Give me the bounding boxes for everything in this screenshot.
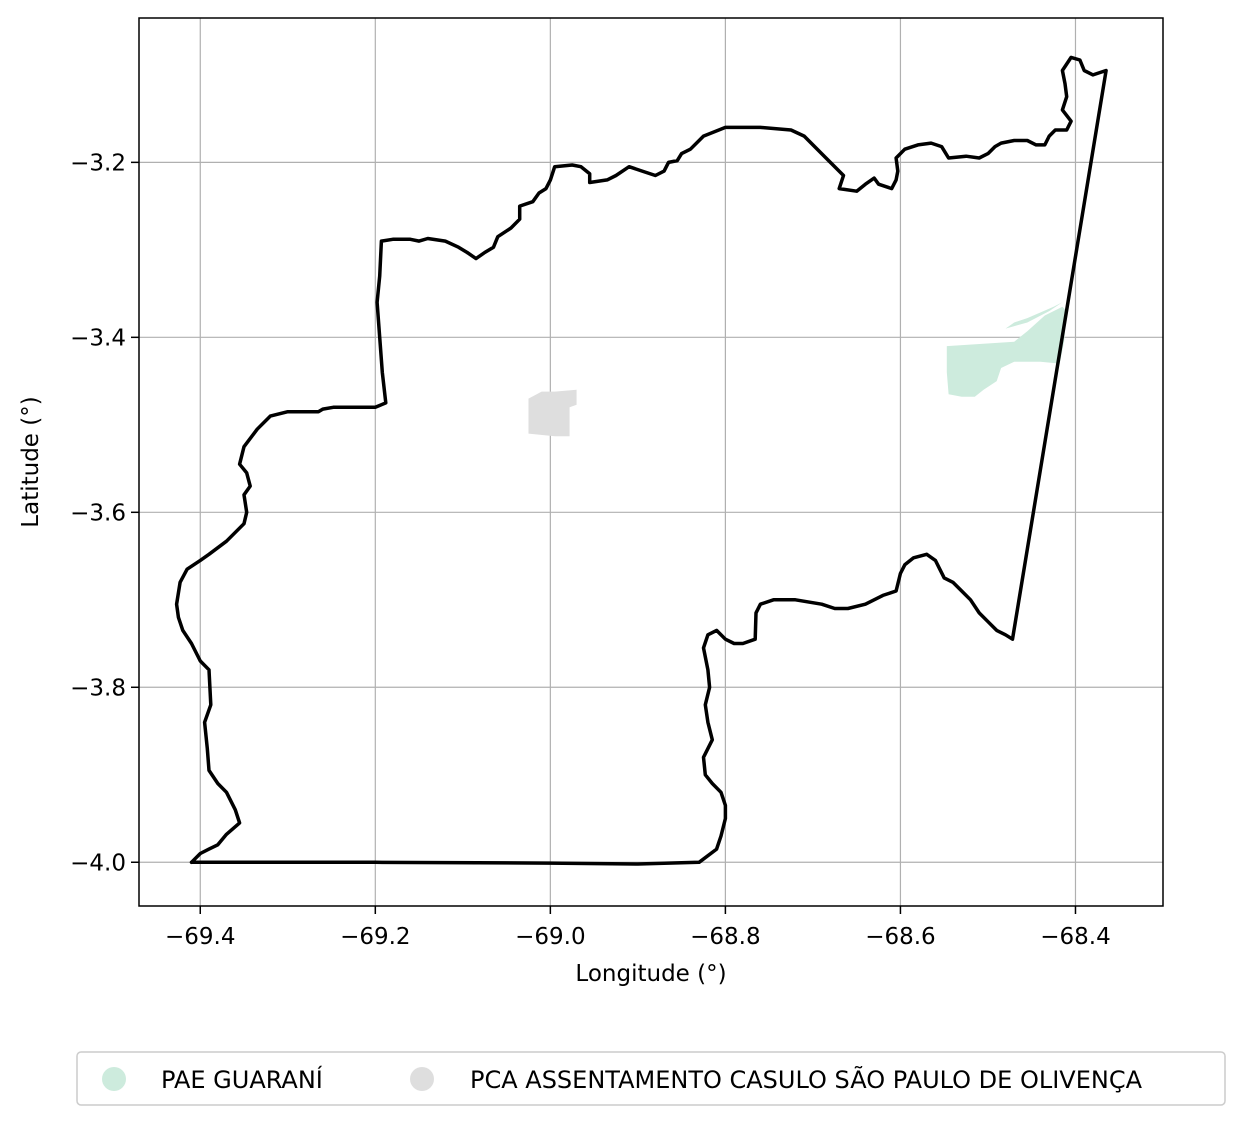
y-tick-label: −3.8	[70, 675, 126, 701]
x-tick-label: −69.2	[340, 924, 410, 950]
legend-frame	[76, 1051, 1226, 1106]
plot-frame	[138, 17, 1164, 907]
x-tick-label: −69.4	[165, 924, 235, 950]
y-tick-label: −3.6	[70, 500, 126, 526]
y-axis-ticks: −3.2 −3.4 −3.6 −3.8 −4.0	[70, 150, 139, 876]
x-tick-label: −68.6	[865, 924, 935, 950]
x-tick-label: −68.4	[1040, 924, 1110, 950]
area-polygon	[528, 389, 577, 437]
x-axis-title: Longitude (°)	[575, 961, 726, 987]
x-tick-label: −69.0	[515, 924, 585, 950]
y-tick-label: −3.2	[70, 150, 126, 176]
y-axis-title: Latitude (°)	[18, 396, 44, 527]
x-axis-ticks: −69.4 −69.2 −69.0 −68.8 −68.6 −68.4	[165, 906, 1111, 950]
y-tick-label: −3.4	[70, 325, 126, 351]
area-polygon	[946, 306, 1067, 397]
legend: PAE GUARANÍ PCA ASSENTAMENTO CASULO SÃO …	[76, 1051, 1226, 1106]
x-tick-label: −68.8	[690, 924, 760, 950]
area-polygon	[1005, 302, 1063, 329]
y-tick-label: −4.0	[70, 850, 126, 876]
boundary-line	[174, 55, 1108, 866]
legend-label-pae-guarani: PAE GUARANÍ	[161, 1065, 323, 1094]
municipality-boundary	[174, 55, 1108, 866]
legend-marker-pca-assentamento	[410, 1067, 434, 1091]
area-polygons	[528, 302, 1067, 437]
legend-label-pca-assentamento: PCA ASSENTAMENTO CASULO SÃO PAULO DE OLI…	[470, 1064, 1143, 1094]
plot-background	[139, 18, 1163, 906]
legend-marker-pae-guarani	[102, 1067, 126, 1091]
